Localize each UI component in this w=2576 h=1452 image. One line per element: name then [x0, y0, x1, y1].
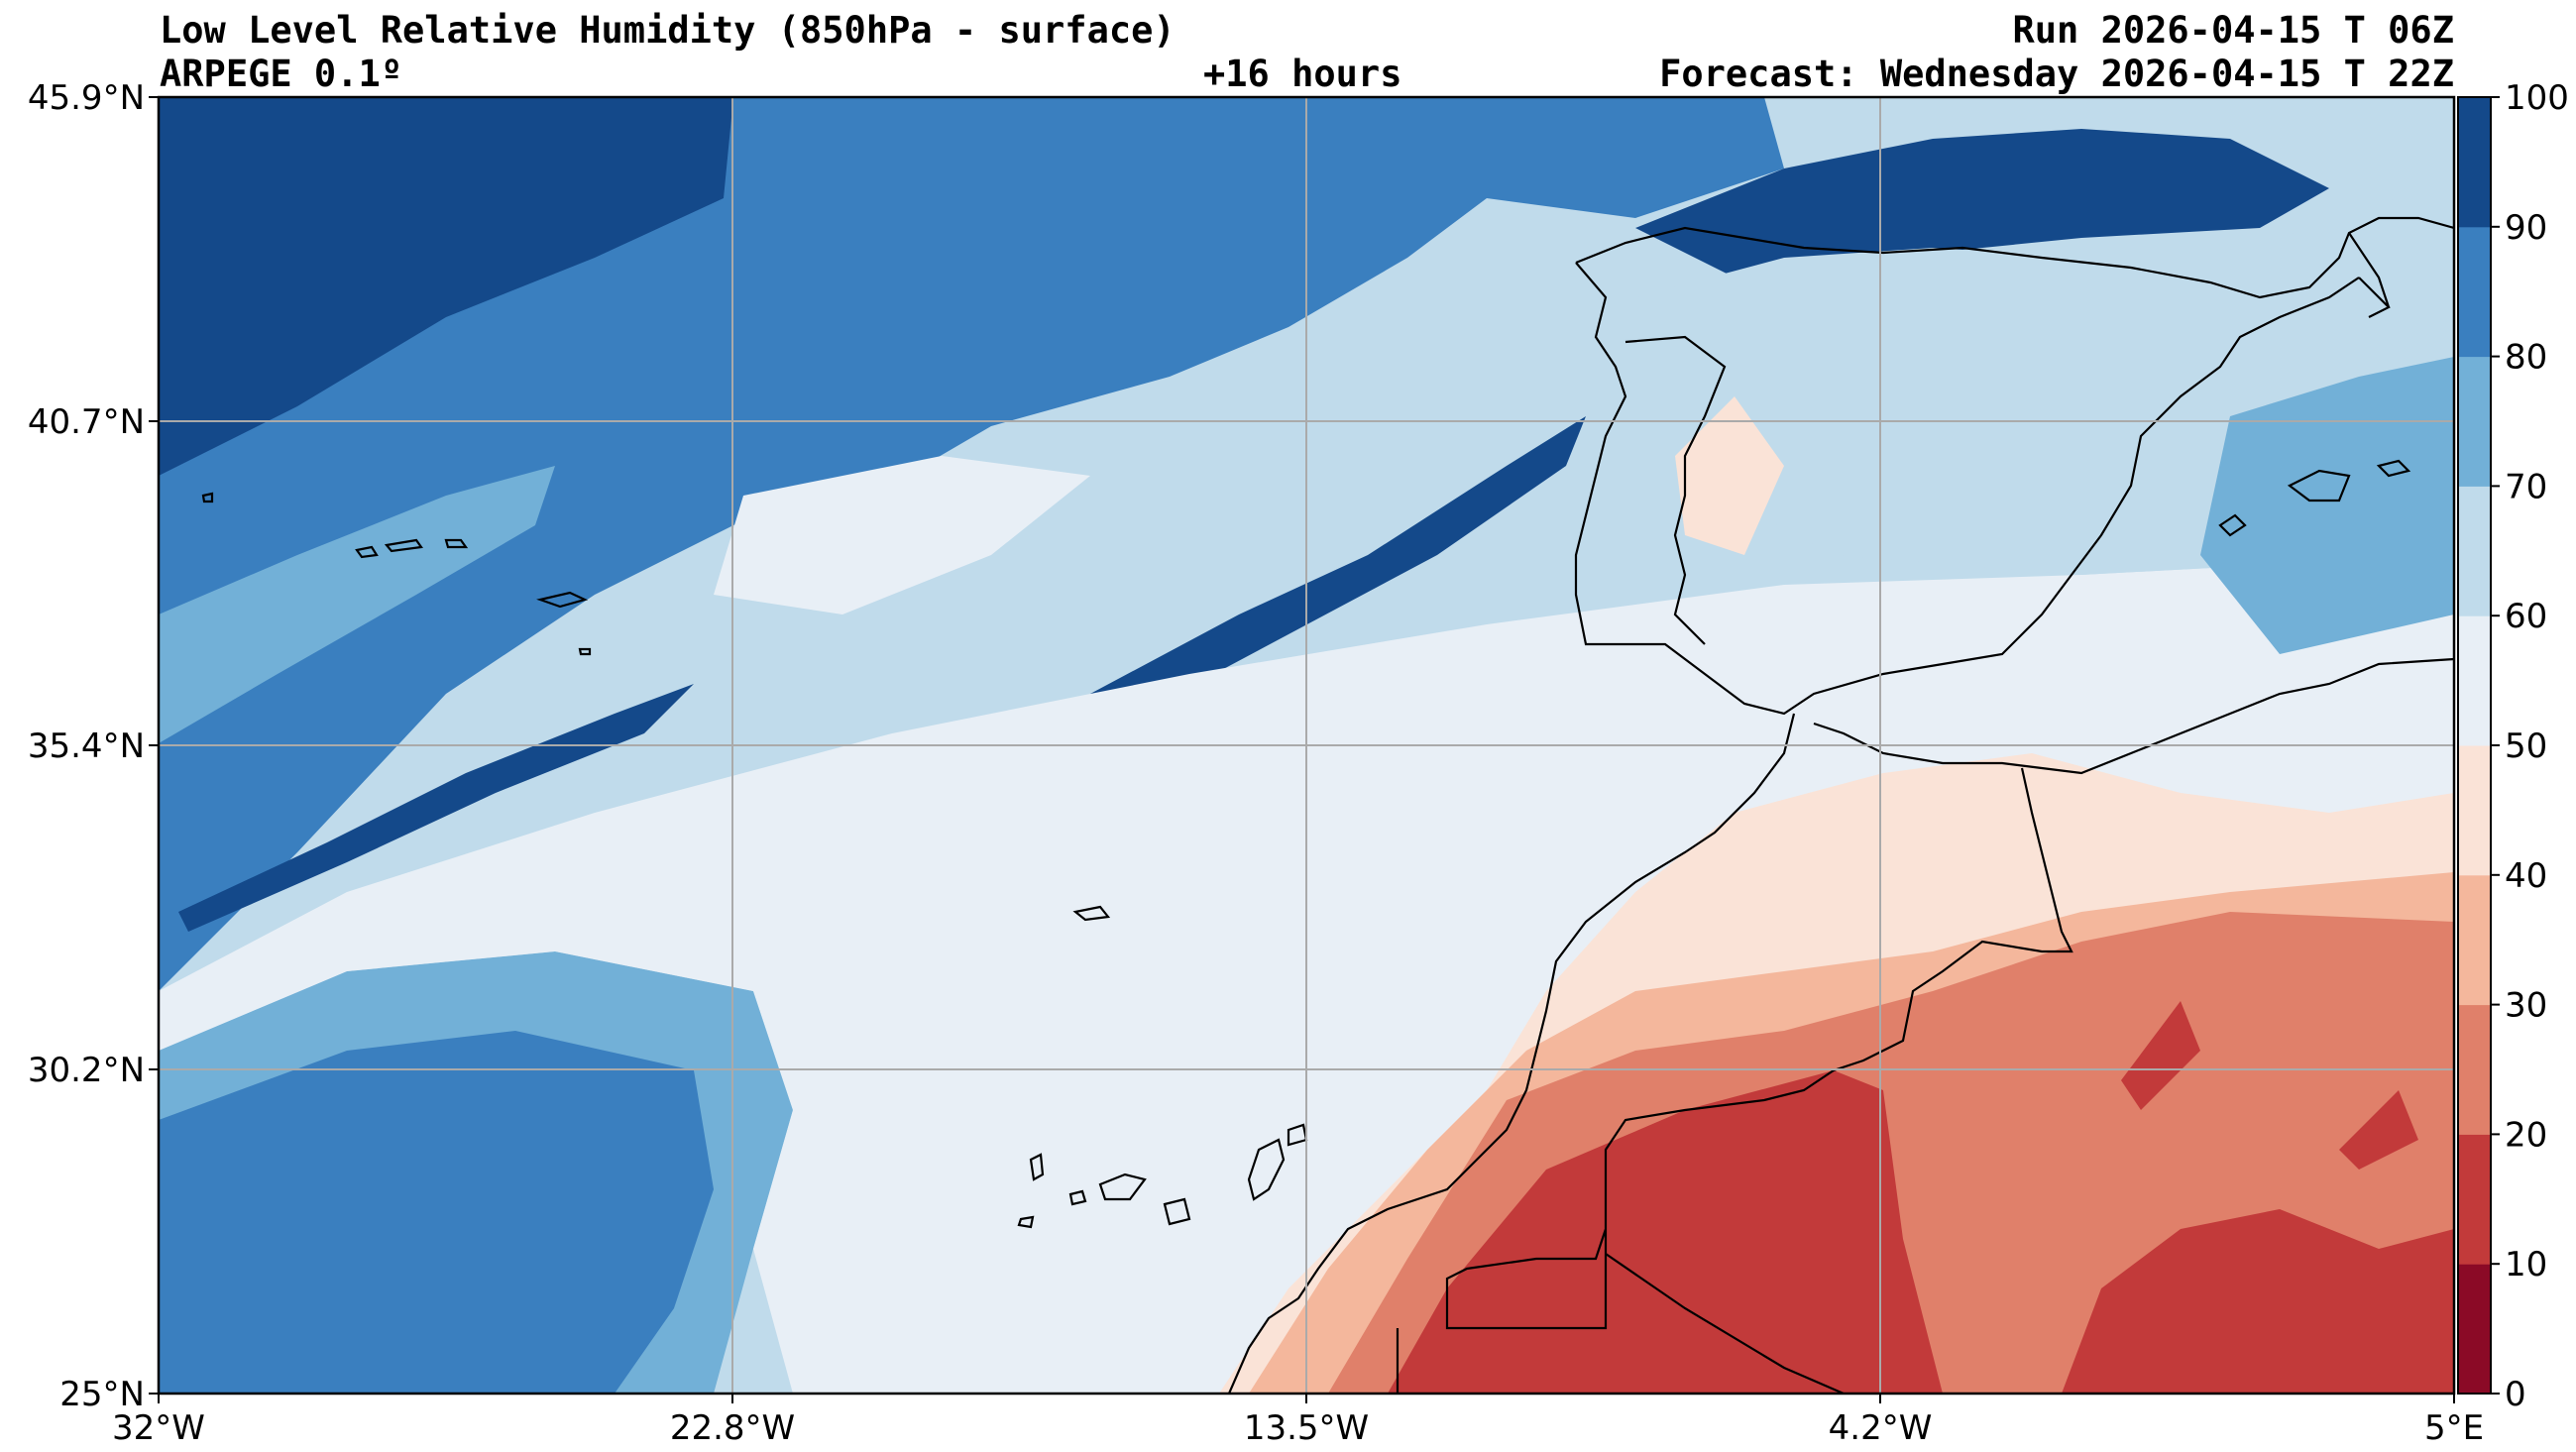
colorbar-segment [2458, 1004, 2491, 1135]
colorbar-segment [2458, 1134, 2491, 1265]
colorbar-segment [2458, 745, 2491, 876]
menorca [2376, 459, 2411, 478]
canary-hierro [1017, 1215, 1035, 1229]
colorbar-tick-label: 30 [2505, 986, 2547, 1026]
colorbar-tick-label: 20 [2505, 1115, 2547, 1155]
rh-80-90-north [159, 97, 1784, 991]
colorbar-segment [2458, 97, 2491, 228]
colorbar: 0 10 20 30 40 50 60 70 80 90 100 [2457, 78, 2569, 1414]
colorbar-tick-label: 50 [2505, 726, 2547, 766]
run-label: Run 2026-04-15 T 06Z [2012, 9, 2454, 52]
azores-terceira [384, 538, 423, 553]
azores-graciosa [444, 538, 469, 549]
lon-tick-label: 32°W [112, 1408, 205, 1448]
rh-90-100-biscay [1635, 129, 2329, 278]
lat-tick-label: 40.7°N [28, 402, 145, 442]
madeira [1072, 905, 1111, 922]
colorbar-segment [2458, 874, 2491, 1006]
lat-tick-label: 25°N [59, 1375, 145, 1414]
mauritania-border [1605, 1253, 1845, 1394]
lon-tick-label: 5°E [2424, 1408, 2484, 1448]
rh-10-20-patch-east [2339, 1090, 2418, 1170]
azores-pico [355, 545, 379, 559]
colorbar-segment [2458, 615, 2491, 746]
rh-10-20-algeria [2062, 1209, 2454, 1394]
colorbar-segment [2458, 1264, 2491, 1395]
azores-flores [201, 492, 214, 503]
lat-tick-label: 30.2°N [28, 1051, 145, 1090]
rh-90-100-mid [1090, 416, 1586, 714]
colorbar-tick-label: 0 [2505, 1375, 2526, 1414]
rh-40-50-portugal [1675, 396, 1784, 555]
colorbar-segment [2458, 486, 2491, 616]
lon-tick-label: 4.2°W [1829, 1408, 1933, 1448]
canary-tenerife [1098, 1173, 1147, 1201]
map-grid [159, 97, 2454, 1394]
canary-gomera [1068, 1189, 1087, 1206]
colorbar-tick-label: 40 [2505, 856, 2547, 896]
ibiza [2218, 513, 2247, 537]
rh-10-20-patch [2121, 1001, 2200, 1110]
coastlines [201, 216, 2454, 1394]
iberia-coast [1574, 262, 2360, 716]
rh-70-80-mediterranean [2200, 357, 2454, 654]
model-label: ARPEGE 0.1º [160, 53, 403, 95]
rh-50-60-patch [714, 456, 1090, 614]
france-spain-border [2348, 232, 2391, 308]
colorbar-segment [2458, 226, 2491, 358]
north-coast-spain-france [1575, 216, 2454, 299]
colorbar-tick-label: 70 [2505, 467, 2547, 506]
balearic-islands [2287, 469, 2351, 503]
colorbar-tick-label: 90 [2505, 208, 2547, 248]
longitude-axis: 32°W 22.8°W 13.5°W 4.2°W 5°E [112, 1394, 2484, 1448]
map-title: Low Level Relative Humidity (850hPa - su… [160, 9, 1176, 52]
forecast-label: Forecast: Wednesday 2026-04-15 T 22Z [1659, 53, 2454, 95]
rh-70-80-westband [159, 466, 555, 743]
portugal-spain-border [1624, 335, 1727, 645]
azores-santa-maria [578, 647, 592, 656]
lon-tick-label: 22.8°W [670, 1408, 795, 1448]
latitude-axis: 45.9°N 40.7°N 35.4°N 30.2°N 25°N [28, 78, 159, 1414]
colorbar-tick-label: 10 [2505, 1245, 2547, 1284]
rh-80-90-southwest [159, 1031, 714, 1394]
lat-tick-label: 45.9°N [28, 78, 145, 118]
canary-fuerteventura [1247, 1138, 1286, 1201]
canary-la-palma [1029, 1153, 1045, 1181]
colorbar-tick-label: 60 [2505, 597, 2547, 636]
colorbar-tick-label: 100 [2505, 78, 2569, 118]
canary-gran-canaria [1163, 1197, 1191, 1226]
azores-sao-miguel [536, 591, 589, 609]
africa-atlantic-coast [1227, 713, 1796, 1394]
africa-mediterranean-coast [1813, 657, 2454, 775]
lat-tick-label: 35.4°N [28, 726, 145, 766]
morocco-borders [1445, 767, 2073, 1330]
rh-10-20-sahara [1388, 1070, 1943, 1394]
rh-90-100-northwest [159, 97, 733, 476]
lon-tick-label: 13.5°W [1244, 1408, 1369, 1448]
colorbar-tick-label: 80 [2505, 338, 2547, 378]
colorbar-segment [2458, 356, 2491, 487]
lead-time-label: +16 hours [1203, 53, 1402, 95]
